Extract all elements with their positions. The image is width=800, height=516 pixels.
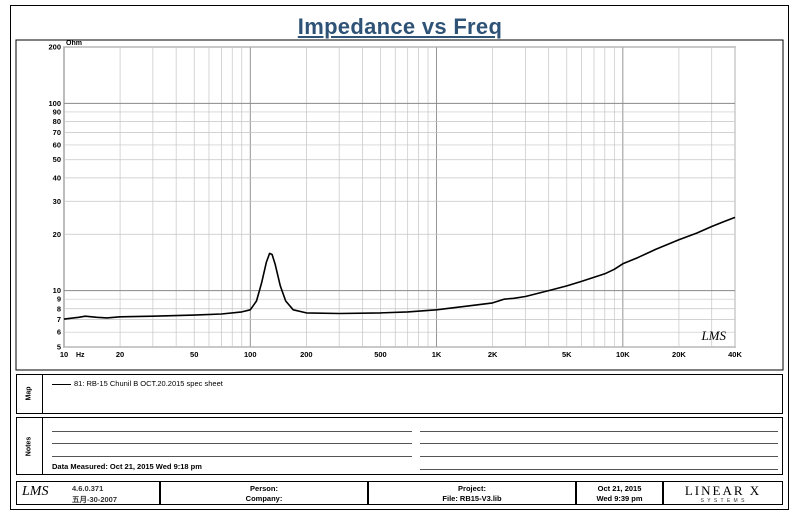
legend-line-swatch xyxy=(52,384,71,385)
footer-version: 4.6.0.371 xyxy=(72,484,104,493)
grid xyxy=(63,46,736,348)
y-tick-label: 70 xyxy=(53,128,61,137)
footer-brand-logo: LINEAR X xyxy=(684,483,762,498)
y-tick-label: 20 xyxy=(53,230,61,239)
x-tick-label: 10K xyxy=(616,350,630,359)
y-tick-label: 9 xyxy=(57,295,61,304)
x-tick-label: 500 xyxy=(374,350,387,359)
notes-line xyxy=(420,443,778,444)
footer-lms-cell xyxy=(16,481,160,505)
x-tick-label: 20K xyxy=(672,350,686,359)
footer-brand-cell xyxy=(663,481,783,505)
notes-line xyxy=(420,431,778,432)
footer-person-cell xyxy=(160,481,368,505)
x-tick-label: 100 xyxy=(244,350,257,359)
notes-line xyxy=(52,456,412,457)
y-tick-label: 30 xyxy=(53,197,61,206)
notes-line xyxy=(420,469,778,470)
y-tick-label: 10 xyxy=(53,286,61,295)
footer-project-label: Project: xyxy=(458,484,486,493)
footer-date: Oct 21, 2015 xyxy=(597,484,642,493)
x-tick-label: 40K xyxy=(728,350,742,359)
x-tick-labels: 10 20 50 100 200 500 1K 2K 5K 10K 20K 40K xyxy=(60,350,743,359)
notes-label-box xyxy=(16,417,43,475)
footer-file-label: File: RB15-V3.lib xyxy=(442,494,502,503)
notes-line xyxy=(52,431,412,432)
notes-label: Notes xyxy=(25,436,33,457)
y-tick-label: 8 xyxy=(57,304,61,313)
x-tick-label: 10 xyxy=(60,350,68,359)
lms-watermark: LMS xyxy=(700,328,726,343)
map-panel xyxy=(16,374,783,414)
y-tick-label: 40 xyxy=(53,173,61,182)
y-tick-label: 90 xyxy=(53,107,61,116)
footer-date-cn: 五月-30-2007 xyxy=(72,495,118,504)
series-line xyxy=(63,216,736,320)
x-unit-label: Hz xyxy=(76,352,85,359)
y-tick-label: 80 xyxy=(53,117,61,126)
series-group xyxy=(63,216,736,320)
footer-brand-sub: S Y S T E M S xyxy=(700,498,746,504)
page-frame xyxy=(10,5,789,510)
map-label: Map xyxy=(25,386,33,401)
y-unit-label: Ohm xyxy=(66,40,82,47)
chart-title: Impedance vs Freq xyxy=(297,14,503,39)
x-tick-label: 200 xyxy=(300,350,313,359)
notes-line xyxy=(52,443,412,444)
y-tick-label: 6 xyxy=(57,328,61,337)
x-tick-label: 20 xyxy=(116,350,124,359)
footer-time: Wed 9:39 pm xyxy=(596,494,643,503)
map-label-box xyxy=(16,374,43,414)
notes-panel xyxy=(16,417,783,475)
data-measured: Data Measured: Oct 21, 2015 Wed 9:18 pm xyxy=(52,462,202,471)
footer-company-label: Company: xyxy=(245,494,283,503)
x-tick-label: 2K xyxy=(488,350,498,359)
x-tick-label: 5K xyxy=(562,350,572,359)
x-tick-label: 1K xyxy=(432,350,442,359)
legend-entry: 81: RB-15 Chunil B OCT.20.2015 spec shee… xyxy=(74,379,223,388)
y-tick-label: 200 xyxy=(48,43,61,52)
x-tick-label: 50 xyxy=(190,350,198,359)
footer-lms-logo: LMS xyxy=(22,484,49,499)
footer-project-cell xyxy=(368,481,576,505)
y-tick-label: 7 xyxy=(57,315,61,324)
y-tick-label: 5 xyxy=(57,343,61,352)
y-tick-label: 100 xyxy=(48,99,61,108)
plot-area xyxy=(63,46,736,348)
notes-line xyxy=(420,456,778,457)
footer-date-cell xyxy=(576,481,663,505)
y-tick-label: 50 xyxy=(53,155,61,164)
y-tick-label: 60 xyxy=(53,140,61,149)
footer-person-label: Person: xyxy=(250,484,278,493)
